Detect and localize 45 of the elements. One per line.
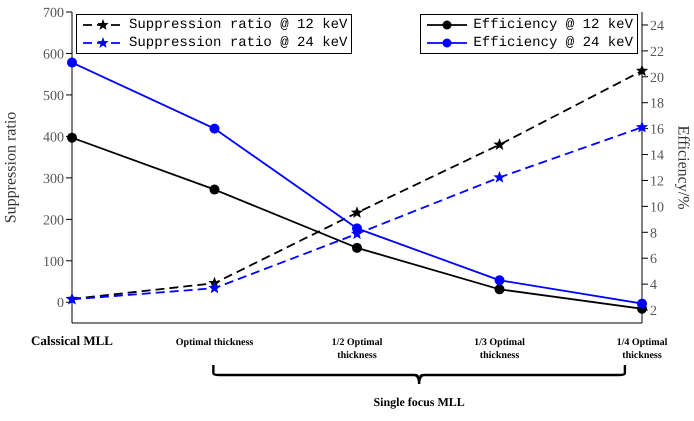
point (352, 242, 362, 253)
legend-label: Suppression ratio @ 12 keV (129, 16, 348, 34)
y-tick-label: 100 (43, 254, 64, 270)
y-tick-label: 600 (43, 47, 64, 62)
y2-tick-label: 24 (650, 18, 664, 34)
point (67, 58, 77, 68)
y2-tick-label: 14 (650, 148, 664, 164)
y-tick-label: 0 (57, 296, 64, 312)
x-tick-label: Calssical MLL (31, 333, 114, 348)
point (210, 124, 220, 134)
point (350, 206, 364, 218)
y2-tick-label: 18 (650, 96, 664, 112)
y2-tick-label: 4 (650, 278, 657, 294)
y-tick-label: 200 (43, 213, 64, 228)
x-tick-label: 1/3 Optimal thickness (474, 337, 526, 361)
point (352, 223, 362, 234)
y2-tick-label: 16 (650, 122, 664, 138)
y-tick-label: 300 (43, 172, 64, 187)
text: Single focus MLL (373, 395, 465, 409)
y2-tick-label: 20 (650, 70, 664, 86)
point (494, 284, 504, 294)
point (208, 282, 221, 294)
y2-axis-title: Efficiency/% (674, 125, 692, 210)
x-tick-label: Optimal thickness (176, 337, 254, 348)
y-tick-label: 400 (43, 130, 64, 146)
x-tick-label: 1/4 Optimal thickness (616, 337, 668, 361)
point (493, 170, 506, 183)
point (493, 138, 506, 150)
point (636, 120, 648, 133)
y2-tick-label: 22 (650, 44, 664, 60)
y2-tick-label: 8 (650, 226, 657, 242)
y2-tick-label: 10 (650, 200, 664, 216)
y2-tick-label: 6 (650, 252, 657, 268)
point (636, 64, 648, 76)
point (494, 275, 504, 286)
y2-tick-label: 2 (650, 304, 657, 320)
legend-label: Efficiency @ 12 keV (473, 16, 633, 34)
y-tick-label: 700 (43, 6, 64, 21)
y2-tick-label: 12 (650, 174, 664, 190)
legend-label: Suppression ratio @ 24 keV (129, 34, 348, 52)
x-tick-label: 1/2 Optimal thickness (332, 337, 383, 361)
point (210, 184, 220, 195)
y-tick-label: 500 (43, 88, 64, 104)
y-axis-title: Suppression ratio (2, 112, 20, 224)
legend-label: Efficiency @ 24 keV (473, 34, 633, 52)
